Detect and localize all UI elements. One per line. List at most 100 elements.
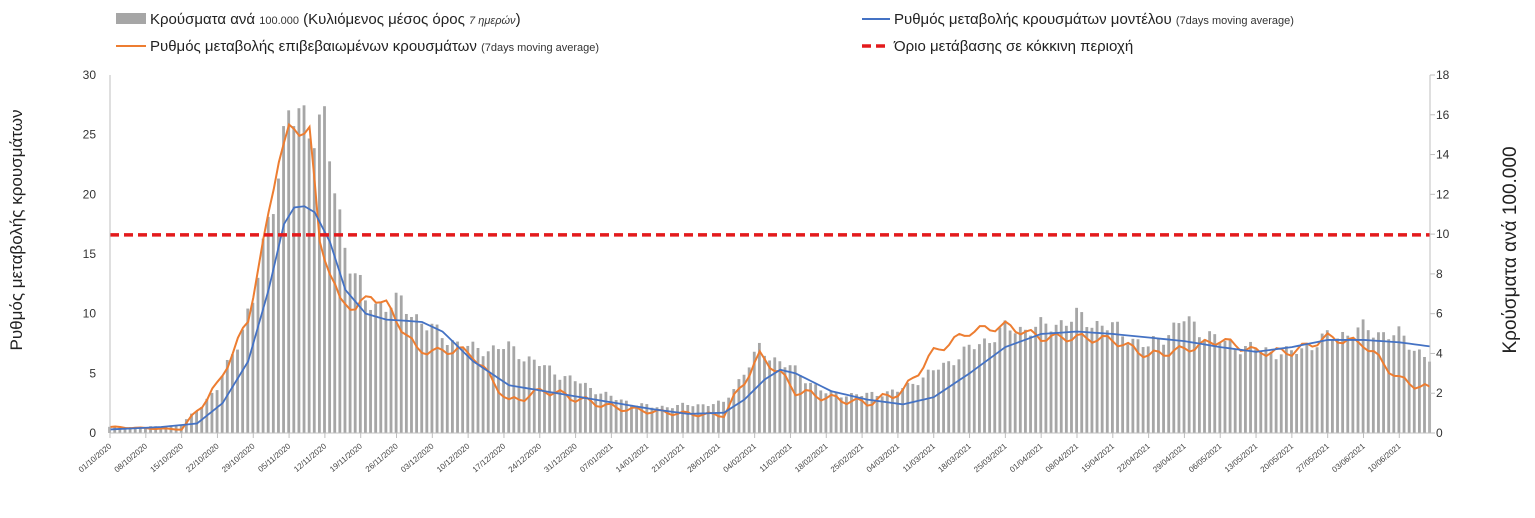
bar (1003, 320, 1007, 433)
bar (1044, 323, 1048, 433)
bar (282, 126, 285, 433)
line-series (109, 122, 1431, 431)
bar (1264, 347, 1268, 433)
model-rate-line (109, 205, 1431, 431)
bar (798, 375, 802, 433)
bar (660, 405, 664, 433)
y-left-tick-label: 0 (89, 426, 96, 440)
bar (1008, 330, 1012, 433)
bar (885, 391, 889, 433)
y-right-tick-label: 2 (1436, 386, 1443, 400)
bar (814, 384, 818, 433)
bar (1187, 316, 1191, 433)
bar (1090, 327, 1094, 433)
bar (1238, 354, 1242, 433)
bar (1126, 344, 1130, 433)
bar (251, 302, 255, 433)
bar (676, 404, 679, 433)
bar (911, 383, 915, 433)
bar (763, 355, 766, 433)
bar (1223, 340, 1227, 433)
x-tick-label: 06/05/2021 (1187, 441, 1224, 474)
bar (655, 407, 659, 433)
bar (1361, 319, 1365, 433)
bar (1070, 321, 1073, 433)
bar (1177, 323, 1181, 433)
x-tick-label: 11/02/2021 (758, 441, 794, 474)
bar (277, 178, 280, 433)
bar (839, 397, 843, 433)
x-tick-label: 25/03/2021 (972, 441, 1009, 474)
bar (266, 216, 270, 433)
x-tick-label: 27/05/2021 (1294, 441, 1331, 474)
bar (532, 359, 536, 433)
bar (645, 404, 649, 433)
y-left-tick-label: 25 (83, 128, 97, 142)
legend-bars-swatch (116, 13, 146, 24)
legend: Κρούσματα ανά 100.000 (Κυλιόμενος μέσος … (116, 11, 1294, 55)
y-right-tick-label: 8 (1436, 267, 1443, 281)
bar (476, 347, 480, 433)
bar (1402, 335, 1406, 433)
bar (1417, 349, 1421, 433)
x-tick-label: 11/03/2021 (901, 441, 937, 474)
bar (527, 356, 531, 433)
bar (711, 404, 715, 433)
bar (1080, 312, 1084, 433)
bar (246, 308, 250, 433)
bar (1157, 338, 1160, 433)
bar (793, 365, 797, 433)
x-tick-label: 29/10/2020 (220, 441, 257, 474)
x-tick-label: 13/05/2021 (1223, 441, 1260, 474)
x-tick-label: 10/06/2021 (1366, 441, 1403, 474)
bar (630, 404, 633, 433)
x-tick-label: 26/11/2020 (364, 441, 400, 474)
bar (1423, 356, 1426, 433)
bar (834, 392, 838, 433)
bar (486, 351, 490, 433)
bar (584, 382, 587, 433)
bar (1029, 335, 1032, 433)
bar (957, 359, 961, 433)
bar (1331, 338, 1334, 433)
bar (323, 106, 326, 433)
bar (1075, 307, 1078, 433)
bar (967, 344, 971, 433)
bar (1305, 344, 1309, 433)
bar (1136, 339, 1140, 433)
bar (1254, 349, 1258, 433)
bar (553, 374, 557, 433)
x-tick-label: 15/10/2020 (148, 441, 185, 474)
bar (1336, 338, 1339, 433)
bar (1162, 344, 1165, 433)
bar (701, 404, 705, 433)
bar (962, 346, 966, 433)
bar (568, 375, 572, 433)
bar (640, 403, 644, 433)
bar (1085, 327, 1089, 433)
bar (1203, 339, 1206, 433)
bar (1351, 338, 1355, 433)
bar (522, 361, 526, 433)
y-right-tick-label: 14 (1436, 148, 1450, 162)
bar (824, 393, 828, 433)
bar (415, 314, 418, 433)
bar (1325, 330, 1329, 433)
x-tick-label: 08/10/2020 (113, 441, 150, 474)
x-tick-label: 18/02/2021 (793, 441, 830, 474)
x-tick-label: 29/04/2021 (1151, 441, 1188, 474)
bar (860, 395, 864, 433)
bar (210, 392, 214, 433)
bar (972, 349, 976, 433)
bar (507, 341, 511, 433)
legend-confirmed-label: Ρυθμός μεταβολής επιβεβαιωμένων κρουσμάτ… (150, 38, 599, 55)
bar (1213, 334, 1217, 433)
bar (696, 404, 700, 433)
x-tick-label: 03/06/2021 (1330, 441, 1367, 474)
bar (364, 300, 367, 433)
bar (138, 427, 142, 433)
x-tick-label: 22/10/2020 (184, 441, 221, 474)
bar (425, 330, 429, 433)
bar (865, 392, 869, 433)
bar (1310, 350, 1314, 433)
